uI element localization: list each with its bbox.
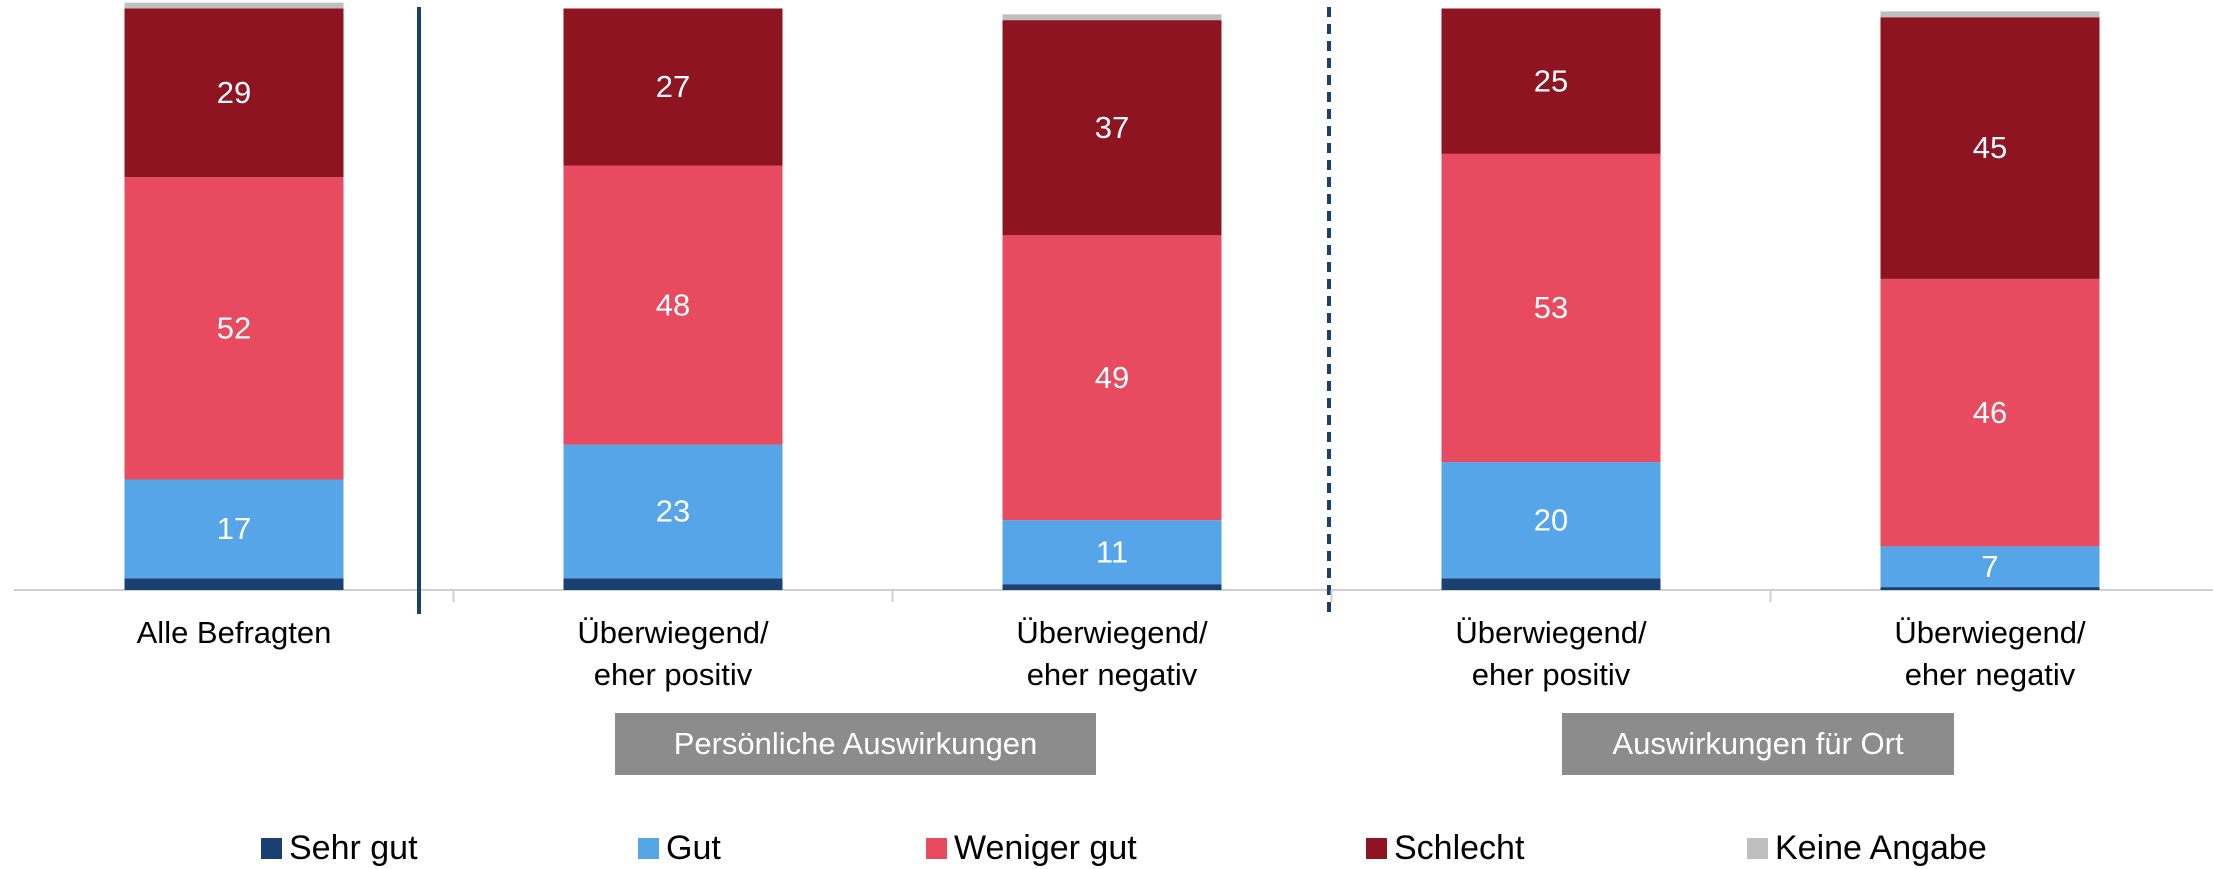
data-label: 52	[217, 311, 251, 346]
bar-segment	[563, 578, 783, 590]
bar-segment	[1441, 578, 1661, 590]
group-label: Auswirkungen für Ort	[1612, 726, 1904, 761]
data-label: 49	[1095, 360, 1129, 395]
bar-segment	[1002, 20, 1222, 236]
bar-segment	[563, 8, 783, 166]
x-tick-label: eher negativ	[1027, 657, 1198, 692]
legend-swatch	[926, 838, 947, 859]
bar-segment	[124, 2, 344, 9]
bar-segment	[563, 444, 783, 579]
x-tick-label: Überwiegend/	[1016, 615, 1208, 650]
legend-label: Keine Angabe	[1775, 829, 1987, 867]
bar-segment	[1441, 462, 1661, 579]
bar-segment	[563, 165, 783, 445]
data-label: 27	[656, 69, 690, 104]
data-label: 29	[217, 75, 251, 110]
x-tick-label: eher positiv	[594, 657, 753, 692]
data-label: 45	[1973, 130, 2007, 165]
x-tick-label: Alle Befragten	[137, 615, 332, 650]
bar-segment	[1002, 520, 1222, 585]
bar-segment	[1002, 584, 1222, 590]
data-label: 46	[1973, 395, 2007, 430]
legend-label: Sehr gut	[289, 829, 418, 867]
legend-label: Gut	[666, 829, 721, 867]
group-box	[615, 713, 1096, 775]
bar-segment	[124, 578, 344, 590]
bar-segment	[124, 8, 344, 178]
bar-segment	[1002, 14, 1222, 21]
legend-swatch	[1747, 838, 1768, 859]
legend-swatch	[261, 838, 282, 859]
legend-label: Schlecht	[1394, 829, 1525, 867]
data-label: 48	[656, 287, 690, 322]
data-label: 20	[1534, 502, 1568, 537]
legend-swatch	[638, 838, 659, 859]
bar-segment	[1880, 17, 2100, 279]
data-label: 25	[1534, 63, 1568, 98]
data-label: 23	[656, 494, 690, 529]
bar-segment	[1880, 546, 2100, 588]
bar-segment	[1441, 153, 1661, 463]
bar-segment	[1880, 587, 2100, 590]
data-label: 17	[217, 511, 251, 546]
bar-segment	[1002, 235, 1222, 521]
data-label: 11	[1096, 534, 1128, 569]
legend-label: Weniger gut	[954, 829, 1137, 867]
data-label: 53	[1534, 290, 1568, 325]
legend-swatch	[1366, 838, 1387, 859]
bar-segment	[124, 177, 344, 480]
data-label: 37	[1095, 110, 1129, 145]
data-label: 7	[1981, 549, 1998, 584]
group-box	[1562, 713, 1954, 775]
x-tick-label: eher positiv	[1472, 657, 1631, 692]
bar-segment	[1880, 278, 2100, 547]
x-tick-label: Überwiegend/	[1455, 615, 1647, 650]
x-tick-label: Überwiegend/	[577, 615, 769, 650]
bar-segment	[1880, 11, 2100, 18]
bar-segment	[124, 479, 344, 579]
x-tick-label: Überwiegend/	[1894, 615, 2086, 650]
x-tick-label: eher negativ	[1905, 657, 2076, 692]
group-label: Persönliche Auswirkungen	[674, 726, 1038, 761]
bar-segment	[1441, 8, 1661, 154]
